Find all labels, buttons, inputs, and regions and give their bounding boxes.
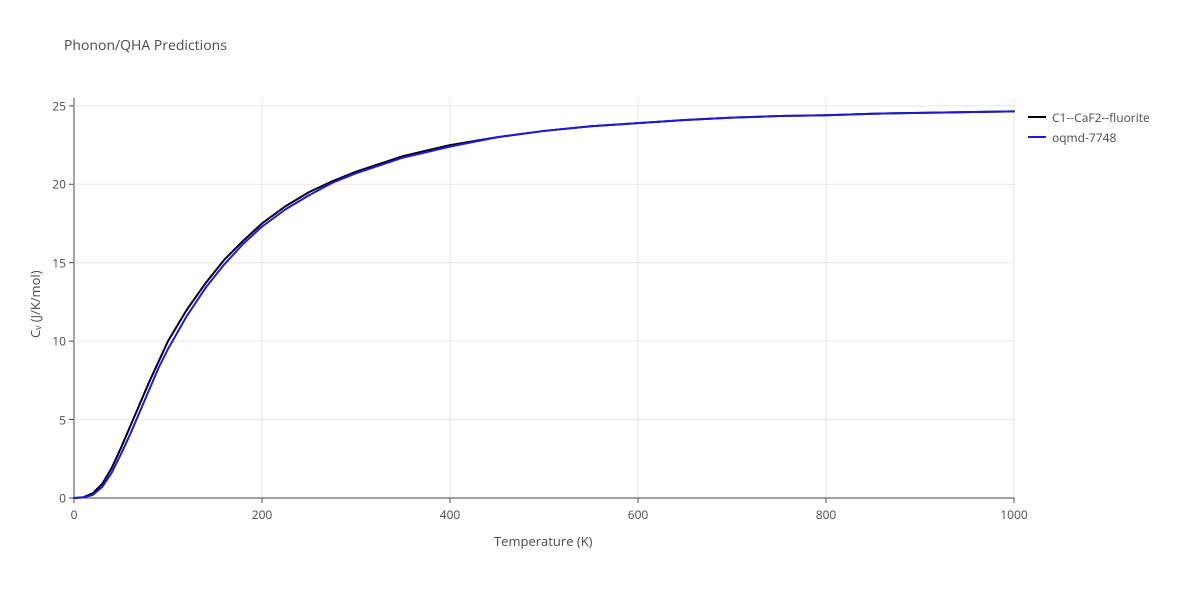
legend-item[interactable]: C1--CaF2--fluorite: [1028, 108, 1150, 126]
legend-label: oqmd-7748: [1052, 129, 1116, 146]
legend: C1--CaF2--fluorite oqmd-7748: [1028, 108, 1150, 148]
x-tick-label: 0: [71, 506, 78, 523]
y-axis-label: Cᵥ (J/K/mol): [26, 270, 44, 338]
y-tick-label: 0: [46, 490, 66, 507]
legend-swatch: [1028, 136, 1046, 138]
x-tick-label: 1000: [1000, 506, 1027, 523]
chart-container: Phonon/QHA Predictions Cᵥ (J/K/mol) Temp…: [0, 0, 1200, 600]
legend-label: C1--CaF2--fluorite: [1052, 109, 1150, 126]
y-tick-label: 5: [46, 411, 66, 428]
series-line: [74, 111, 1014, 498]
y-tick-label: 15: [46, 254, 66, 271]
legend-swatch: [1028, 116, 1046, 118]
y-tick-label: 20: [46, 176, 66, 193]
y-tick-label: 10: [46, 333, 66, 350]
x-tick-label: 600: [628, 506, 649, 523]
x-tick-label: 400: [440, 506, 461, 523]
legend-item[interactable]: oqmd-7748: [1028, 128, 1150, 146]
y-tick-label: 25: [46, 97, 66, 114]
x-tick-label: 200: [252, 506, 273, 523]
x-tick-label: 800: [816, 506, 837, 523]
x-axis-label: Temperature (K): [494, 532, 593, 550]
series-line: [74, 111, 1014, 498]
